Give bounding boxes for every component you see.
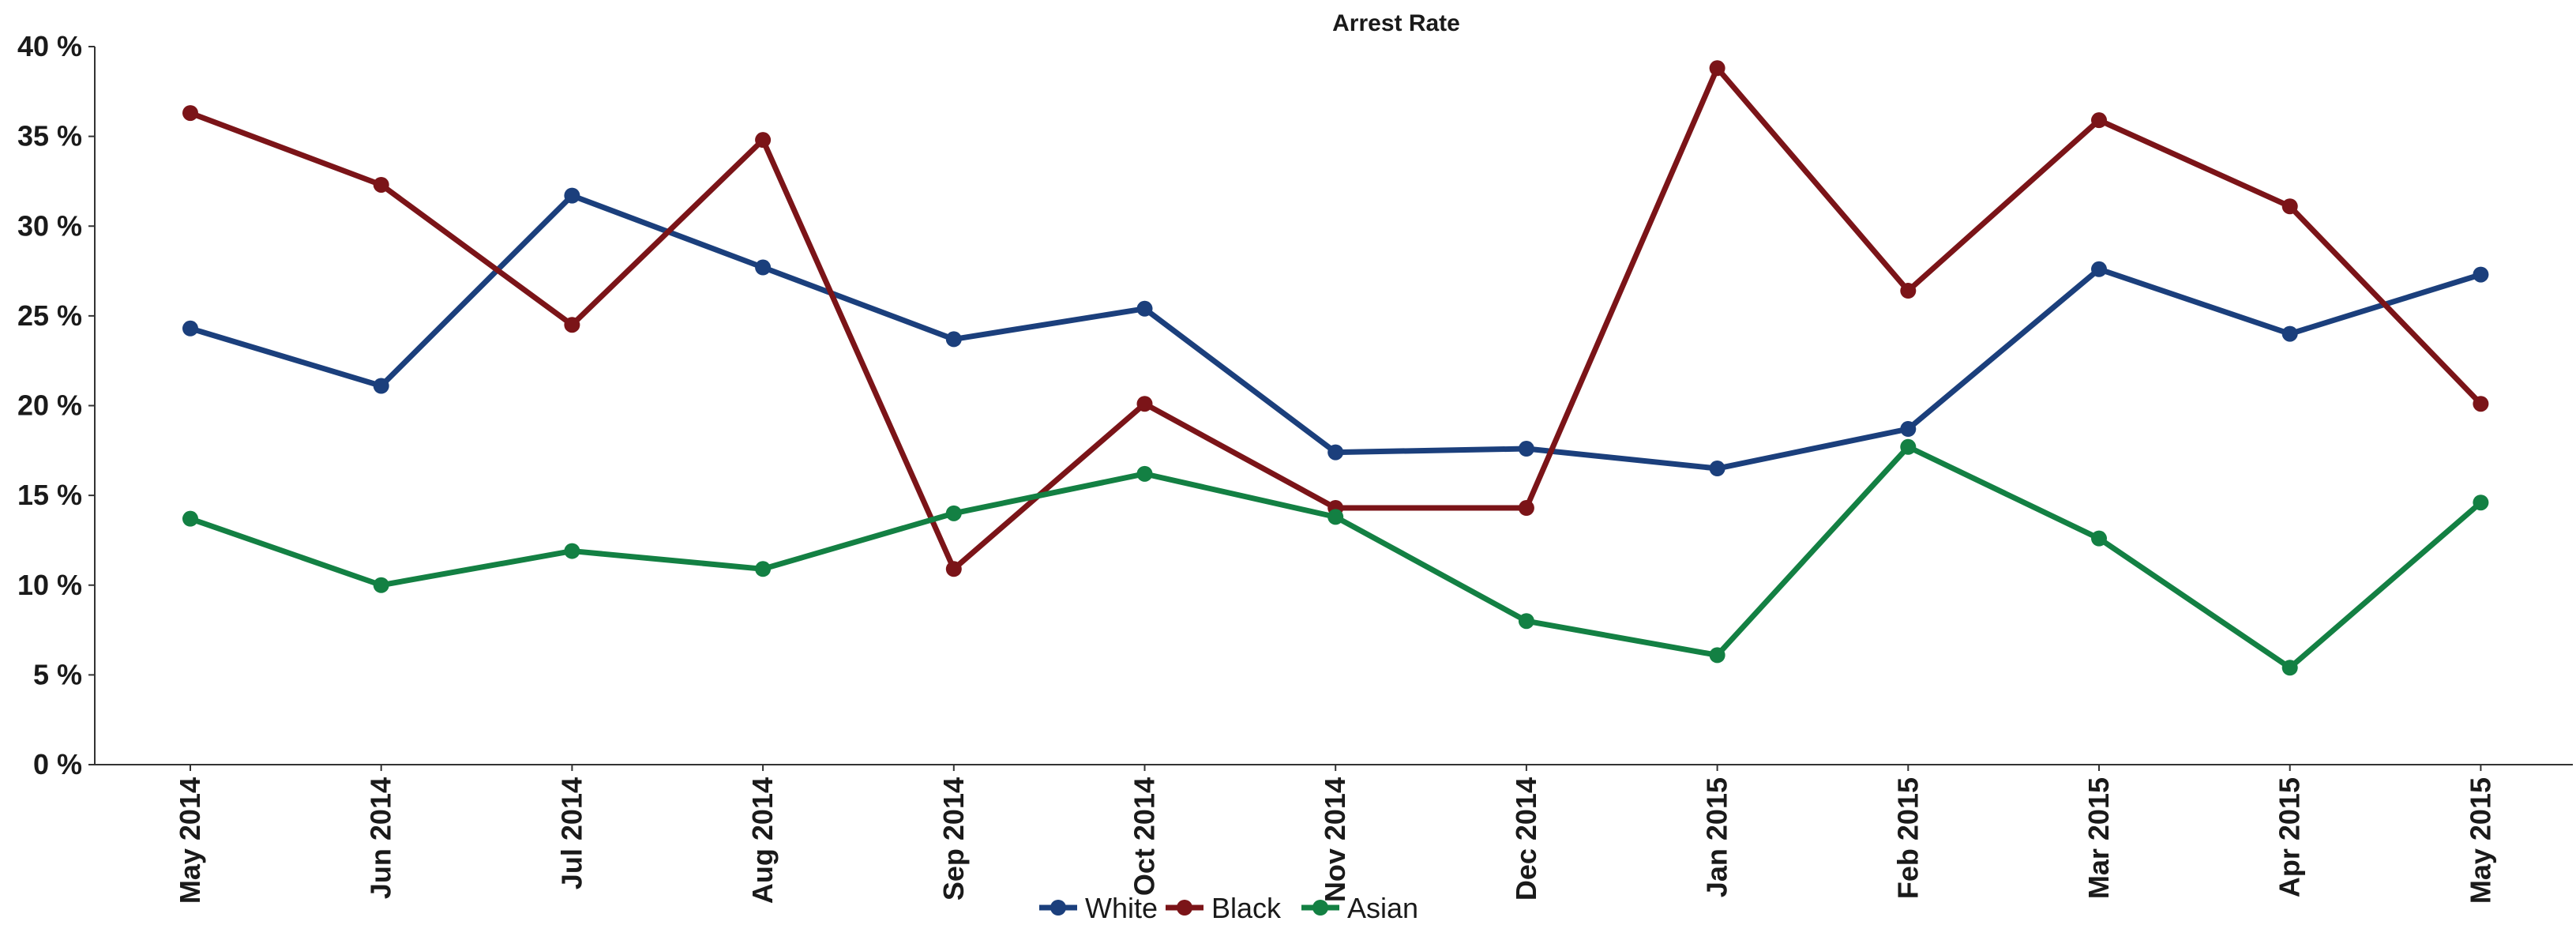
legend-item-asian: Asian [1301,892,1418,924]
data-point-black [2091,112,2107,129]
x-tick-label: Apr 2015 [2274,777,2306,897]
data-point-black [564,317,580,333]
data-point-black [373,176,389,193]
data-point-asian [2473,494,2489,511]
legend-label: Asian [1347,892,1418,924]
data-point-asian [373,577,389,593]
data-point-white [2281,325,2298,342]
data-point-asian [564,543,580,559]
y-axis-ticks: 0 % 5 % 10 % 15 % 20 % 25 % 30 % 35 % 40 % [17,30,95,780]
y-tick-label: 15 % [17,479,82,511]
data-point-asian [1327,509,1344,525]
data-point-asian [1136,465,1153,482]
data-point-asian [1709,647,1725,664]
series-asian [182,438,2489,676]
x-tick-label: Aug 2014 [746,777,779,904]
legend-label: Black [1211,892,1282,924]
legend-swatch-marker [1050,900,1066,916]
data-point-white [755,259,772,276]
legend-swatch-marker [1312,900,1328,916]
data-point-asian [1900,438,1917,455]
legend: White Black Asian [1039,892,1418,924]
data-point-black [1709,60,1725,77]
data-point-asian [945,505,962,521]
series-line-white [187,193,2484,472]
y-tick-label: 5 % [33,658,82,690]
data-point-white [2473,266,2489,283]
y-tick-label: 35 % [17,120,82,152]
data-point-asian [2091,530,2107,547]
y-tick-label: 10 % [17,569,82,601]
series-white [182,187,2489,477]
x-tick-label: May 2014 [174,777,206,904]
x-tick-label: Jun 2014 [365,777,397,899]
legend-label: White [1085,892,1158,924]
x-tick-label: May 2015 [2464,777,2496,904]
legend-item-black: Black [1166,892,1282,924]
data-point-white [1709,461,1725,477]
data-point-black [755,132,772,149]
axes [94,47,2573,765]
data-point-black [2473,396,2489,412]
data-point-white [564,187,580,204]
x-tick-label: Jan 2015 [1701,777,1733,897]
x-axis-ticks: May 2014 Jun 2014 Jul 2014 Aug 2014 Sep 2014… [174,765,2496,904]
x-tick-label: Feb 2015 [1891,777,1924,899]
legend-item-white: White [1039,892,1158,924]
x-tick-label: Sep 2014 [937,777,970,901]
data-point-white [1327,444,1344,461]
data-point-black [1518,500,1534,517]
y-tick-label: 20 % [17,389,82,422]
series-line-asian [187,444,2484,671]
x-tick-label: Jul 2014 [555,777,588,889]
data-point-black [2281,198,2298,215]
data-point-asian [755,561,772,577]
data-point-white [1900,421,1917,438]
legend-swatch-marker [1177,900,1192,916]
series-group [182,60,2489,676]
y-tick-label: 30 % [17,209,82,242]
data-point-white [1518,441,1534,457]
x-tick-label: Dec 2014 [1510,777,1542,901]
series-black [182,60,2489,577]
x-tick-label: Oct 2014 [1128,777,1161,896]
data-point-white [1136,300,1153,317]
data-point-white [182,320,198,337]
y-tick-label: 25 % [17,299,82,332]
y-tick-label: 40 % [17,30,82,62]
y-tick-label: 0 % [33,748,82,780]
series-line-black [187,65,2484,572]
chart-title: Arrest Rate [1332,10,1460,36]
data-point-black [182,105,198,122]
data-point-asian [1518,613,1534,630]
data-point-black [1136,396,1153,412]
data-point-black [945,561,962,577]
data-point-white [2091,261,2107,277]
data-point-white [373,378,389,394]
data-point-white [945,331,962,348]
data-point-asian [182,510,198,527]
x-tick-label: Mar 2015 [2082,777,2115,899]
data-point-asian [2281,660,2298,676]
data-point-black [1900,283,1917,299]
x-tick-label: Nov 2014 [1319,777,1351,902]
